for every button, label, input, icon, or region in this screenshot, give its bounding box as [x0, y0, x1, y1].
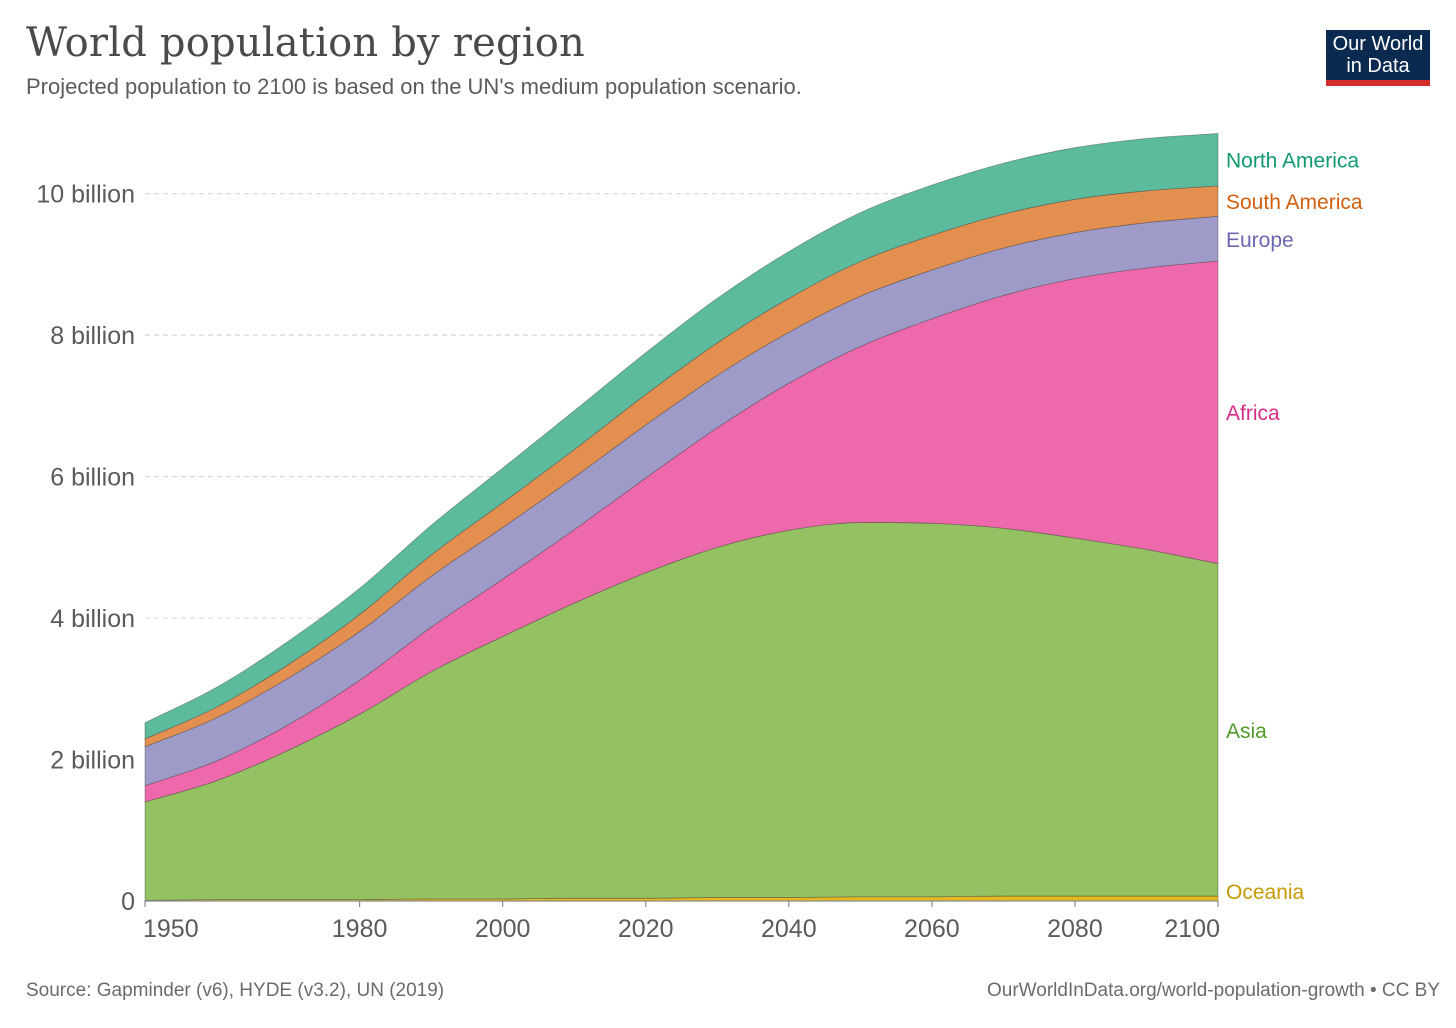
legend-label-oceania[interactable]: Oceania: [1226, 881, 1305, 904]
owid-logo[interactable]: Our World in Data: [1326, 30, 1430, 86]
chart-title: World population by region: [26, 20, 585, 66]
legend-label-africa[interactable]: Africa: [1226, 402, 1280, 425]
area-series: [144, 133, 1219, 902]
x-tick-label: 2000: [475, 915, 531, 943]
y-tick-label: 4 billion: [50, 605, 135, 633]
x-tick-label: 2080: [1047, 915, 1103, 943]
logo-line-2: in Data: [1346, 55, 1410, 77]
axes: 0 2 billion 4 billion 6 billion 8 billion 10 …: [36, 181, 1220, 943]
legend-label-asia[interactable]: Asia: [1226, 720, 1267, 743]
source-note: Source: Gapminder (v6), HYDE (v3.2), UN …: [26, 980, 445, 1001]
y-tick-label: 2 billion: [50, 747, 135, 775]
x-tick-label: 2040: [761, 915, 817, 943]
legend: North America South America Europe Africa As…: [1226, 150, 1363, 904]
x-tick-label: 1980: [332, 915, 388, 943]
logo-line-1: Our World: [1332, 33, 1424, 55]
y-tick-label: 10 billion: [36, 181, 135, 209]
source-link[interactable]: OurWorldInData.org/world-population-grow…: [987, 980, 1440, 1001]
y-tick-label: 8 billion: [50, 322, 135, 350]
x-tick-label: 2100: [1164, 915, 1220, 943]
y-tick-label: 0: [121, 888, 135, 916]
chart-subtitle: Projected population to 2100 is based on…: [26, 74, 802, 99]
x-tick-label: 1950: [143, 915, 199, 943]
legend-label-north-america[interactable]: North America: [1226, 150, 1359, 173]
area-north-america[interactable]: [144, 133, 1219, 740]
x-tick-label: 2060: [904, 915, 960, 943]
y-tick-label: 6 billion: [50, 464, 135, 492]
x-tick-label: 2020: [618, 915, 674, 943]
legend-label-south-america[interactable]: South America: [1226, 191, 1363, 214]
legend-label-europe[interactable]: Europe: [1226, 229, 1294, 252]
